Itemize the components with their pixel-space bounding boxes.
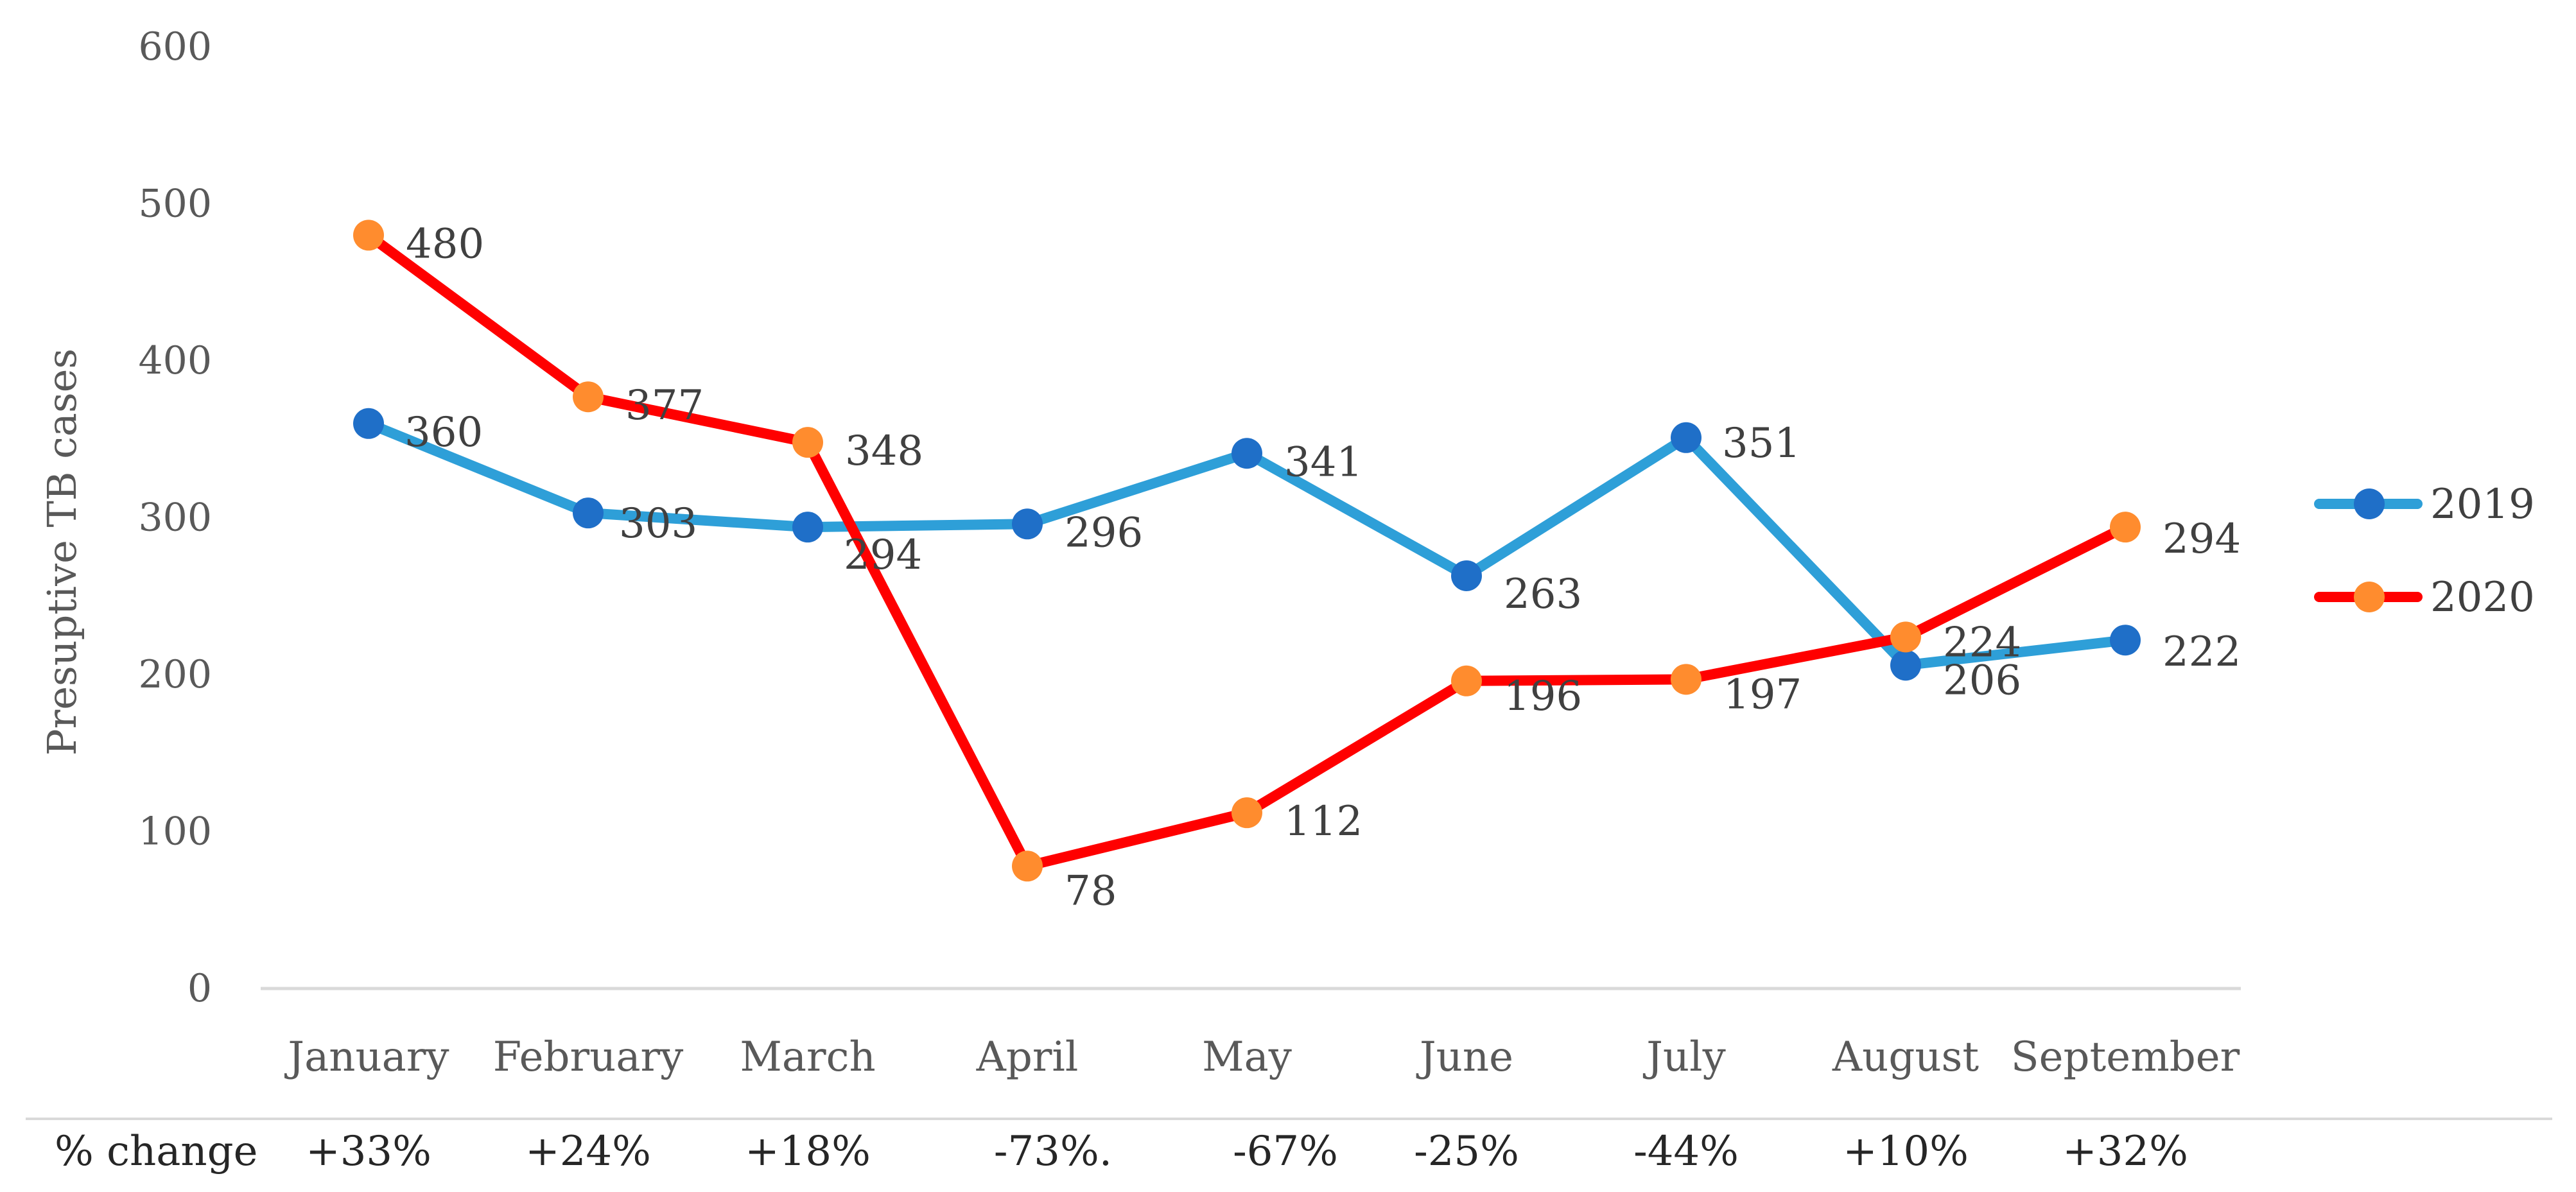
data-label-2020: 197 <box>1723 671 1802 718</box>
y-tick-label: 600 <box>138 24 212 69</box>
y-tick-label: 400 <box>138 338 212 383</box>
data-point-2020 <box>1451 665 1482 696</box>
data-point-2019 <box>1231 438 1262 469</box>
data-label-2020: 377 <box>625 382 704 429</box>
data-label-2019: 360 <box>405 409 483 456</box>
data-label-2019: 341 <box>1284 438 1362 486</box>
change-value: +33% <box>306 1128 431 1175</box>
data-label-2020: 480 <box>406 220 484 268</box>
data-point-2019 <box>1890 650 1921 681</box>
x-tick-label: August <box>1832 1033 1979 1081</box>
data-label-2020: 294 <box>2163 515 2241 563</box>
x-tick-label: May <box>1202 1033 1292 1081</box>
x-axis-ticks: January February March April May June July Augu… <box>284 1033 2240 1081</box>
change-value: +10% <box>1843 1128 1969 1175</box>
series-line-2020 <box>363 230 2130 872</box>
data-point-2020 <box>2110 512 2141 543</box>
data-label-2019: 296 <box>1065 509 1143 557</box>
data-label-2020: 112 <box>1284 798 1362 845</box>
change-value: +24% <box>525 1128 651 1175</box>
change-row-values: +33% +24% +18% -73%. -67% -25% -44% +10% +32% <box>306 1128 2188 1175</box>
data-label-2019: 303 <box>619 500 697 548</box>
data-point-2020 <box>573 381 604 413</box>
data-point-2019 <box>353 408 384 439</box>
x-tick-label: January <box>284 1033 449 1081</box>
legend-marker-2020 <box>2354 582 2385 612</box>
x-tick-label: March <box>740 1033 875 1081</box>
data-point-2019 <box>792 512 823 543</box>
data-point-2019 <box>2110 625 2141 656</box>
series-lines <box>363 230 2130 872</box>
x-tick-label: June <box>1416 1033 1513 1081</box>
data-label-2019: 263 <box>1504 571 1582 618</box>
data-label-2019: 294 <box>844 531 922 579</box>
y-tick-label: 0 <box>187 966 212 1011</box>
legend-label-2020: 2020 <box>2430 574 2535 621</box>
x-tick-label: September <box>2011 1033 2240 1081</box>
x-tick-label: July <box>1642 1033 1726 1081</box>
x-tick-label: February <box>493 1033 683 1081</box>
legend-marker-2019 <box>2354 488 2385 519</box>
change-value: +18% <box>745 1128 871 1175</box>
change-value: -44% <box>1633 1128 1739 1175</box>
y-axis-ticks: 0 100 200 300 400 500 600 <box>138 24 212 1011</box>
data-point-2019 <box>1671 422 1701 453</box>
y-axis-label: Presuptive TB cases <box>39 349 85 756</box>
data-point-2020 <box>1671 664 1701 695</box>
data-point-2020 <box>1012 851 1043 882</box>
data-label-2020: 348 <box>845 428 923 475</box>
data-label-2019: 222 <box>2163 628 2241 676</box>
data-point-2019 <box>1451 560 1482 591</box>
data-point-2019 <box>1012 508 1043 540</box>
change-value: +32% <box>2062 1128 2188 1175</box>
data-point-2020 <box>1231 797 1262 829</box>
y-tick-label: 300 <box>138 496 212 540</box>
x-tick-label: April <box>976 1033 1079 1081</box>
change-row-label: % change <box>55 1128 257 1175</box>
data-label-2019: 351 <box>1722 420 1800 467</box>
change-value: -73%. <box>994 1128 1112 1175</box>
change-value: -25% <box>1414 1128 1519 1175</box>
legend: 2019 2020 <box>2314 481 2535 621</box>
y-tick-label: 500 <box>138 182 212 227</box>
data-label-2020: 196 <box>1504 673 1582 720</box>
y-tick-label: 100 <box>138 809 212 854</box>
data-label-2020: 78 <box>1065 867 1117 915</box>
data-label-2019: 206 <box>1943 657 2021 704</box>
legend-label-2019: 2019 <box>2430 481 2535 528</box>
data-point-2020 <box>792 427 823 458</box>
change-value: -67% <box>1233 1128 1338 1175</box>
y-tick-label: 200 <box>138 652 212 697</box>
data-label-2020: 224 <box>1943 619 2021 666</box>
data-labels: 360 303 294 296 341 263 351 206 222 480 377 348 78 11… <box>405 220 2241 915</box>
data-point-2020 <box>353 220 384 251</box>
series-markers <box>353 220 2141 882</box>
data-point-2019 <box>573 497 604 529</box>
data-point-2020 <box>1890 621 1921 653</box>
